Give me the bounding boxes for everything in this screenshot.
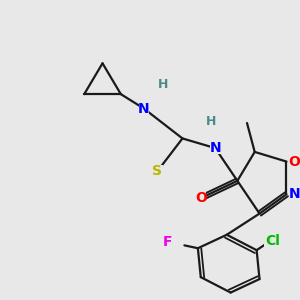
Text: H: H xyxy=(158,78,168,91)
Text: O: O xyxy=(195,191,207,205)
FancyBboxPatch shape xyxy=(289,155,299,168)
Text: F: F xyxy=(162,235,172,248)
Text: Cl: Cl xyxy=(266,233,280,248)
FancyBboxPatch shape xyxy=(206,115,217,128)
FancyBboxPatch shape xyxy=(158,78,169,91)
FancyBboxPatch shape xyxy=(264,234,282,247)
FancyBboxPatch shape xyxy=(289,188,299,201)
FancyBboxPatch shape xyxy=(196,192,206,204)
Text: N: N xyxy=(288,187,300,201)
Text: N: N xyxy=(209,141,221,155)
FancyBboxPatch shape xyxy=(152,165,163,178)
FancyBboxPatch shape xyxy=(210,142,220,154)
FancyBboxPatch shape xyxy=(139,102,149,115)
Text: S: S xyxy=(152,164,162,178)
Text: O: O xyxy=(288,154,300,169)
FancyBboxPatch shape xyxy=(162,235,172,248)
Text: N: N xyxy=(138,102,150,116)
Text: H: H xyxy=(206,115,217,128)
